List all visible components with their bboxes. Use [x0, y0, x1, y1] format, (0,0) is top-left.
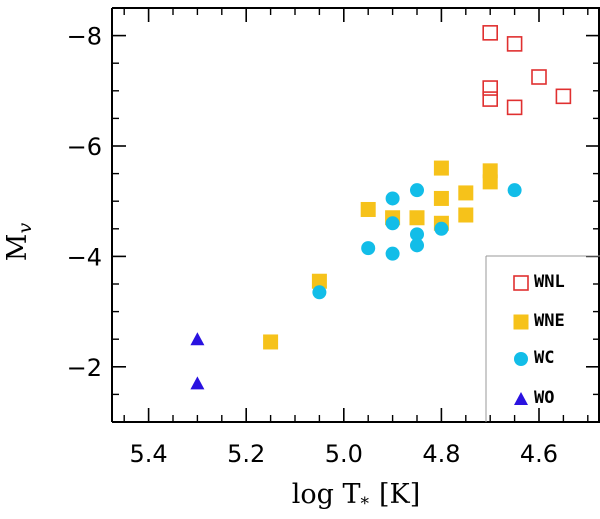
y-tick-label: −2 — [67, 354, 102, 382]
legend-label-wo: WO — [534, 388, 554, 408]
point-wnl — [482, 91, 499, 107]
x-axis-label: log T* [K] — [292, 479, 421, 514]
legend-marker-wnl — [513, 275, 529, 291]
plot-frame-group — [111, 7, 600, 423]
x-tick-label: 5.2 — [227, 440, 265, 468]
data-points-group — [190, 25, 572, 390]
legend-marker-wo — [514, 392, 528, 405]
x-tick-label: 5.0 — [325, 440, 363, 468]
y-tick-label: −4 — [67, 243, 102, 271]
point-wne — [482, 174, 498, 190]
point-wnl — [555, 88, 572, 105]
point-wne — [458, 185, 474, 201]
point-wc — [361, 241, 376, 256]
point-wne — [409, 210, 425, 226]
point-wnl — [506, 36, 523, 52]
legend-label-wnl: WNL — [534, 272, 565, 292]
point-wc — [434, 221, 449, 236]
x-tick-label: 4.8 — [422, 440, 460, 468]
point-wc — [385, 191, 400, 206]
point-wc — [385, 246, 400, 261]
point-wc — [385, 216, 400, 231]
y-axis-label-main: M — [2, 234, 33, 262]
x-tick-label: 5.4 — [130, 440, 168, 468]
legend-marker-wne — [513, 314, 529, 330]
point-wne — [311, 273, 327, 289]
point-wc — [507, 183, 522, 198]
x-axis-label-subscript: * — [361, 494, 370, 514]
point-wne — [458, 207, 474, 223]
point-wc — [410, 238, 424, 253]
point-wnl — [506, 99, 523, 116]
point-wo — [190, 376, 205, 390]
point-wc — [312, 285, 327, 300]
point-wne — [263, 334, 279, 350]
axis-ticks-group: 5.4 5.2 5.0 4.8 4.6 −8 −6 −4 −2 — [67, 8, 600, 468]
legend: WNL WNE WC WO — [485, 255, 600, 422]
point-wne — [433, 160, 449, 176]
point-wne — [433, 190, 449, 206]
y-axis-label-subscript: v — [14, 223, 36, 234]
y-tick-label: −8 — [67, 23, 102, 51]
x-axis-label-unit: [K] — [379, 479, 420, 510]
point-wc — [410, 183, 424, 198]
legend-marker-wc — [514, 352, 528, 366]
y-tick-label: −6 — [67, 133, 102, 161]
point-wc — [410, 227, 424, 242]
legend-label-wc: WC — [534, 348, 554, 368]
y-axis-label: Mv — [2, 223, 36, 262]
point-wnl — [482, 25, 499, 41]
x-axis-label-main: log T — [292, 479, 361, 510]
x-tick-label: 4.6 — [520, 440, 558, 468]
point-wnl — [482, 80, 499, 96]
point-wnl — [531, 69, 547, 85]
point-wne — [360, 201, 376, 217]
point-wo — [190, 332, 205, 346]
legend-label-wne: WNE — [534, 311, 565, 331]
